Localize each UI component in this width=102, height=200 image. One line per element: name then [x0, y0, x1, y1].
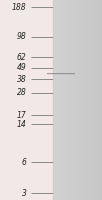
Bar — [55, 0, 57, 200]
Text: 62: 62 — [17, 53, 27, 62]
Bar — [70, 0, 71, 200]
Bar — [101, 0, 102, 200]
Bar — [64, 0, 65, 200]
Bar — [76, 0, 78, 200]
Bar — [59, 0, 60, 200]
Bar — [54, 0, 55, 200]
Bar — [87, 0, 89, 200]
Bar — [96, 0, 97, 200]
Bar — [90, 0, 91, 200]
Text: 49: 49 — [17, 63, 27, 72]
Text: 17: 17 — [17, 111, 27, 120]
Bar — [71, 0, 73, 200]
Text: 28: 28 — [17, 88, 27, 97]
Bar — [81, 0, 82, 200]
Bar — [78, 0, 79, 200]
Bar — [98, 0, 100, 200]
Bar — [93, 0, 95, 200]
Bar — [80, 0, 81, 200]
Text: 3: 3 — [22, 189, 27, 198]
Bar — [97, 0, 98, 200]
Bar — [60, 0, 62, 200]
Bar — [95, 0, 96, 200]
Bar — [62, 0, 63, 200]
Text: 14: 14 — [17, 120, 27, 129]
Bar — [79, 0, 80, 200]
Bar — [85, 0, 86, 200]
Text: 6: 6 — [22, 158, 27, 167]
Bar — [100, 0, 101, 200]
Bar — [68, 0, 69, 200]
Text: 98: 98 — [17, 32, 27, 41]
Bar — [57, 0, 58, 200]
Text: 38: 38 — [17, 75, 27, 84]
Bar — [84, 0, 85, 200]
Bar — [65, 0, 67, 200]
Bar — [91, 0, 92, 200]
Bar — [67, 0, 68, 200]
Bar — [53, 0, 54, 200]
Bar — [86, 0, 87, 200]
Bar — [82, 0, 84, 200]
Bar — [69, 0, 70, 200]
Bar — [92, 0, 93, 200]
Bar — [0, 0, 53, 200]
Text: 188: 188 — [12, 3, 27, 12]
Bar — [89, 0, 90, 200]
Bar — [58, 0, 59, 200]
Bar — [73, 0, 74, 200]
Bar — [74, 0, 75, 200]
Bar — [63, 0, 64, 200]
Bar — [75, 0, 76, 200]
